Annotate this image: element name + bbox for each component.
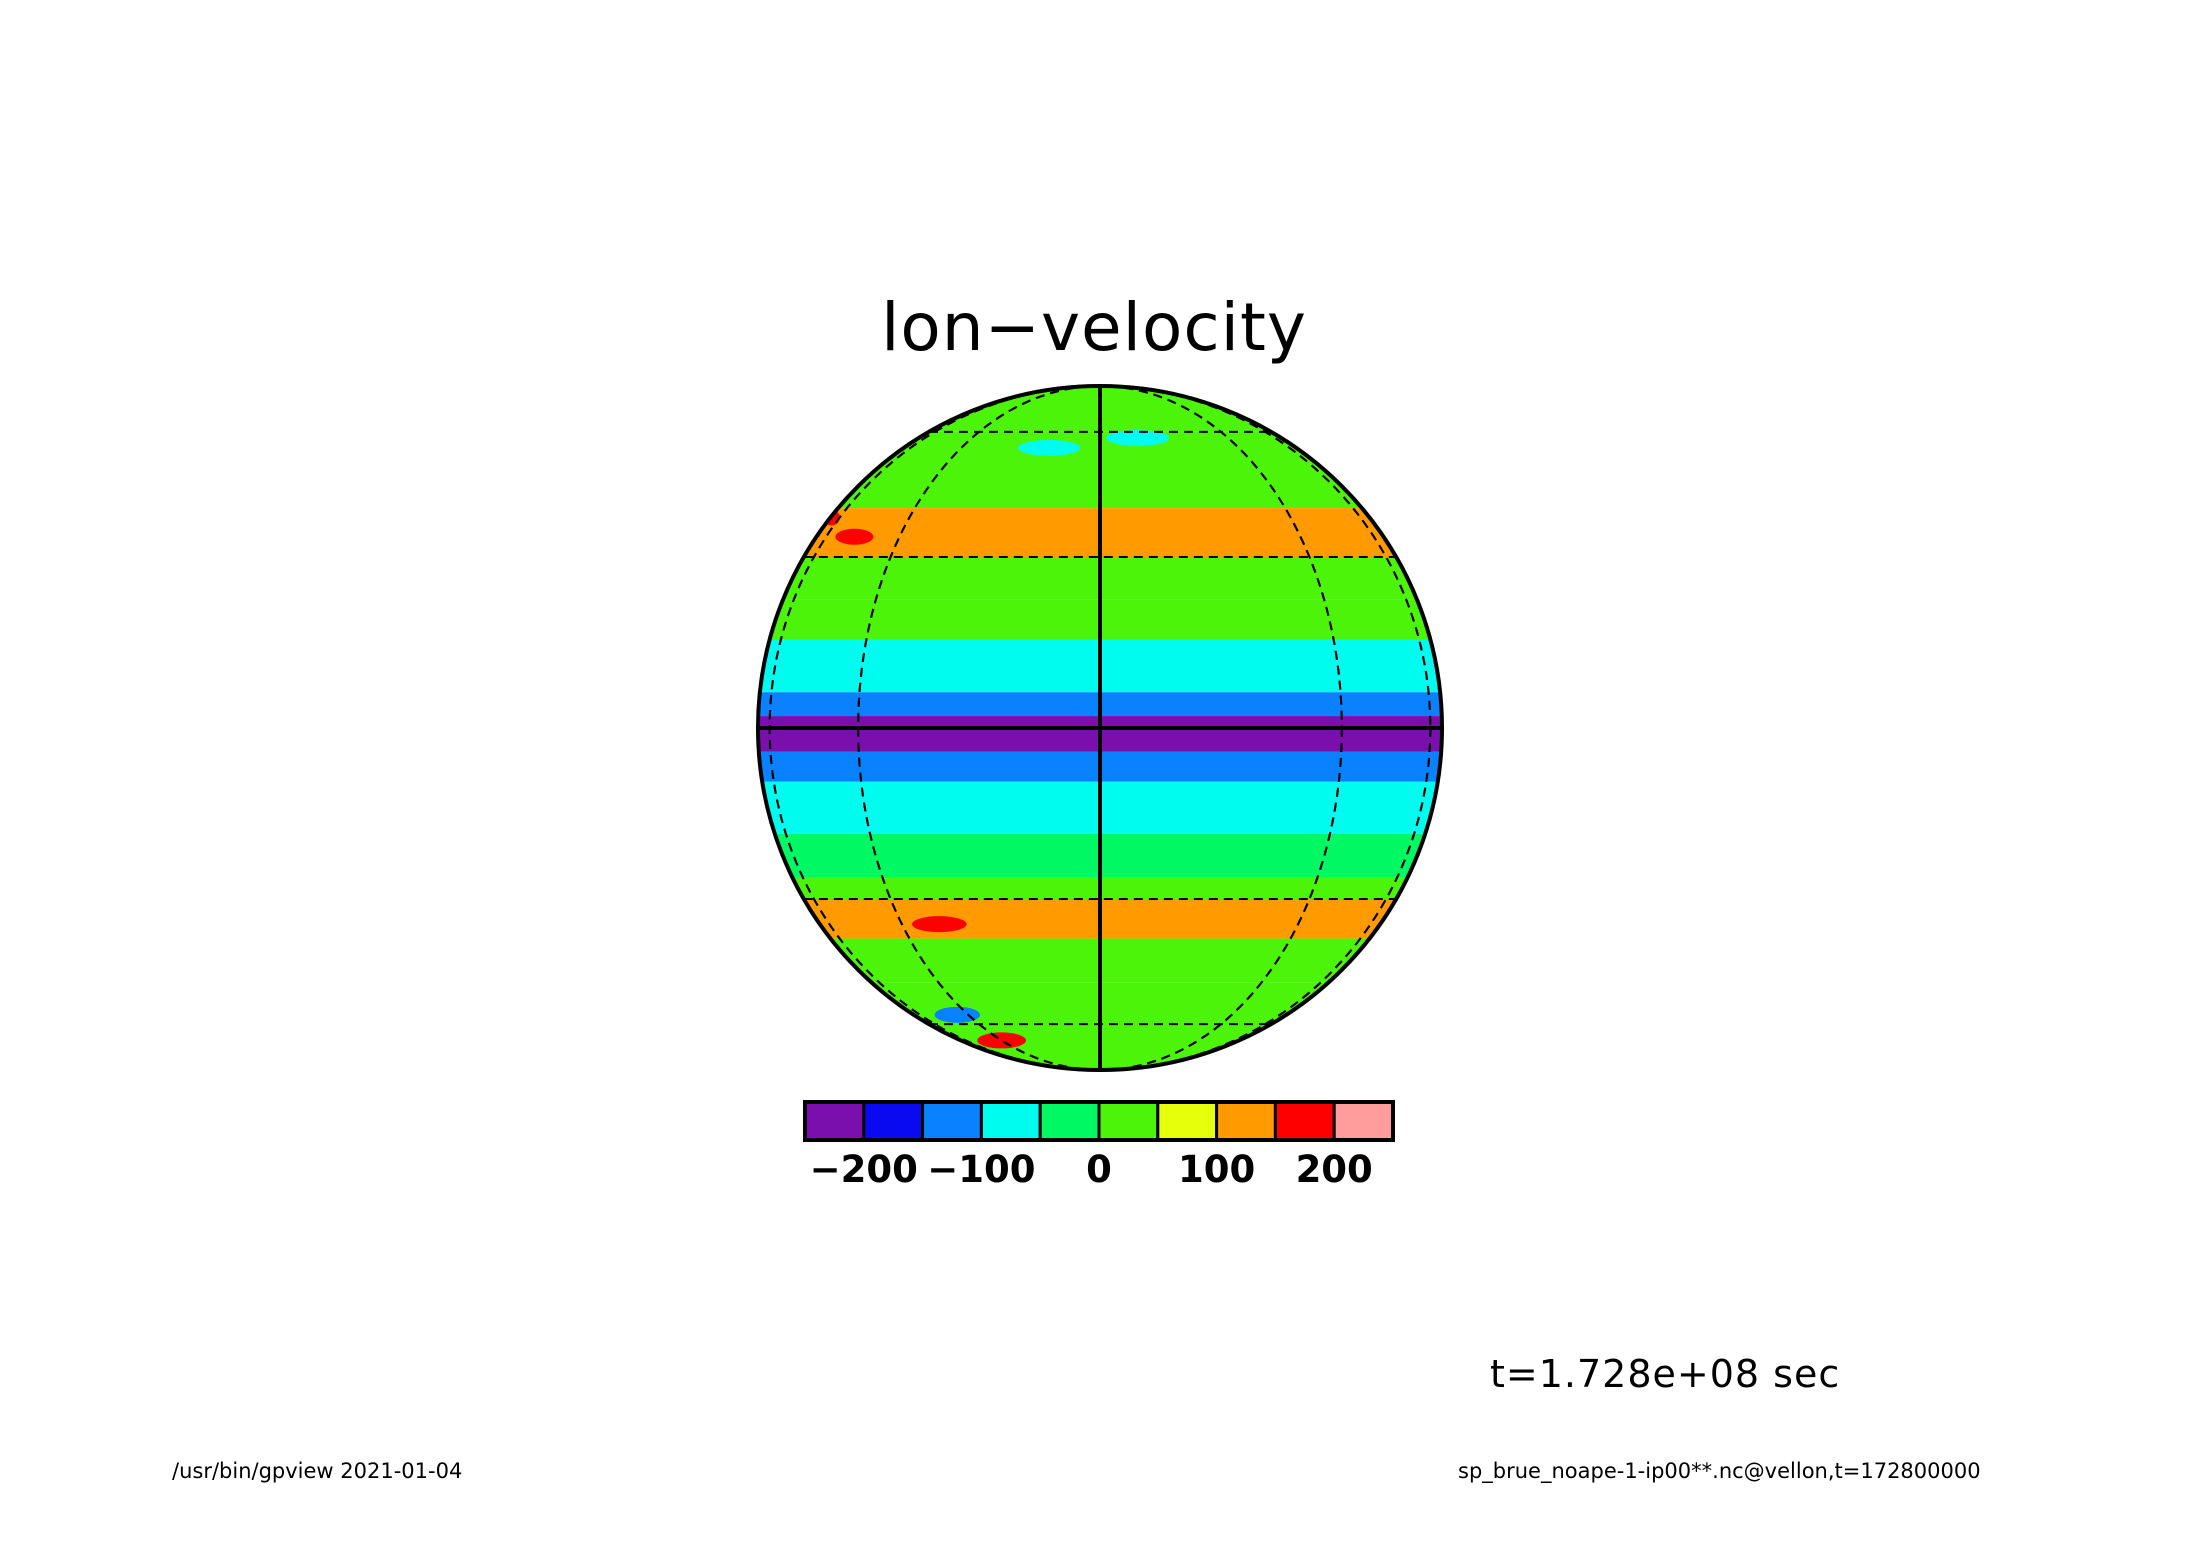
anomaly-8: [977, 1032, 1027, 1049]
colorbar-swatch-2: [921, 1100, 983, 1142]
colorbar-swatch-9: [1332, 1100, 1395, 1142]
graticule: [758, 386, 1442, 1070]
footer-program-date: /usr/bin/gpview 2021-01-04: [172, 1459, 463, 1483]
colorbar-frame: [803, 1100, 1395, 1142]
anomaly-6: [1106, 429, 1170, 446]
globe-outline: [756, 384, 1444, 1072]
colorbar-swatch-6: [1156, 1100, 1219, 1142]
colorbar: [803, 1100, 1395, 1142]
colorbar-tick-label: 100: [1177, 1148, 1256, 1191]
colorbar-swatch-4: [1038, 1100, 1101, 1142]
colorbar-tick-label: 0: [1086, 1148, 1112, 1191]
colorbar-swatch-3: [979, 1100, 1042, 1142]
anomaly-7: [934, 1006, 981, 1023]
colorbar-swatch-0: [803, 1100, 866, 1142]
chart-title: lon−velocity: [881, 289, 1307, 366]
colorbar-swatch-1: [862, 1100, 925, 1142]
colorbar-swatch-7: [1215, 1100, 1277, 1142]
colorbar-swatch-8: [1273, 1100, 1336, 1142]
footer-source: sp_brue_noape-1-ip00**.nc@vellon,t=17280…: [1458, 1459, 1981, 1483]
anomaly-5: [1018, 439, 1081, 456]
time-label: t=1.728e+08 sec: [1490, 1352, 1841, 1396]
colorbar-tick-label: −100: [927, 1148, 1036, 1191]
anomaly-0: [835, 528, 874, 545]
colorbar-swatch-5: [1097, 1100, 1160, 1142]
colorbar-tick-label: −200: [809, 1148, 918, 1191]
colorbar-tick-label: 200: [1295, 1148, 1373, 1191]
anomaly-2: [912, 916, 967, 933]
